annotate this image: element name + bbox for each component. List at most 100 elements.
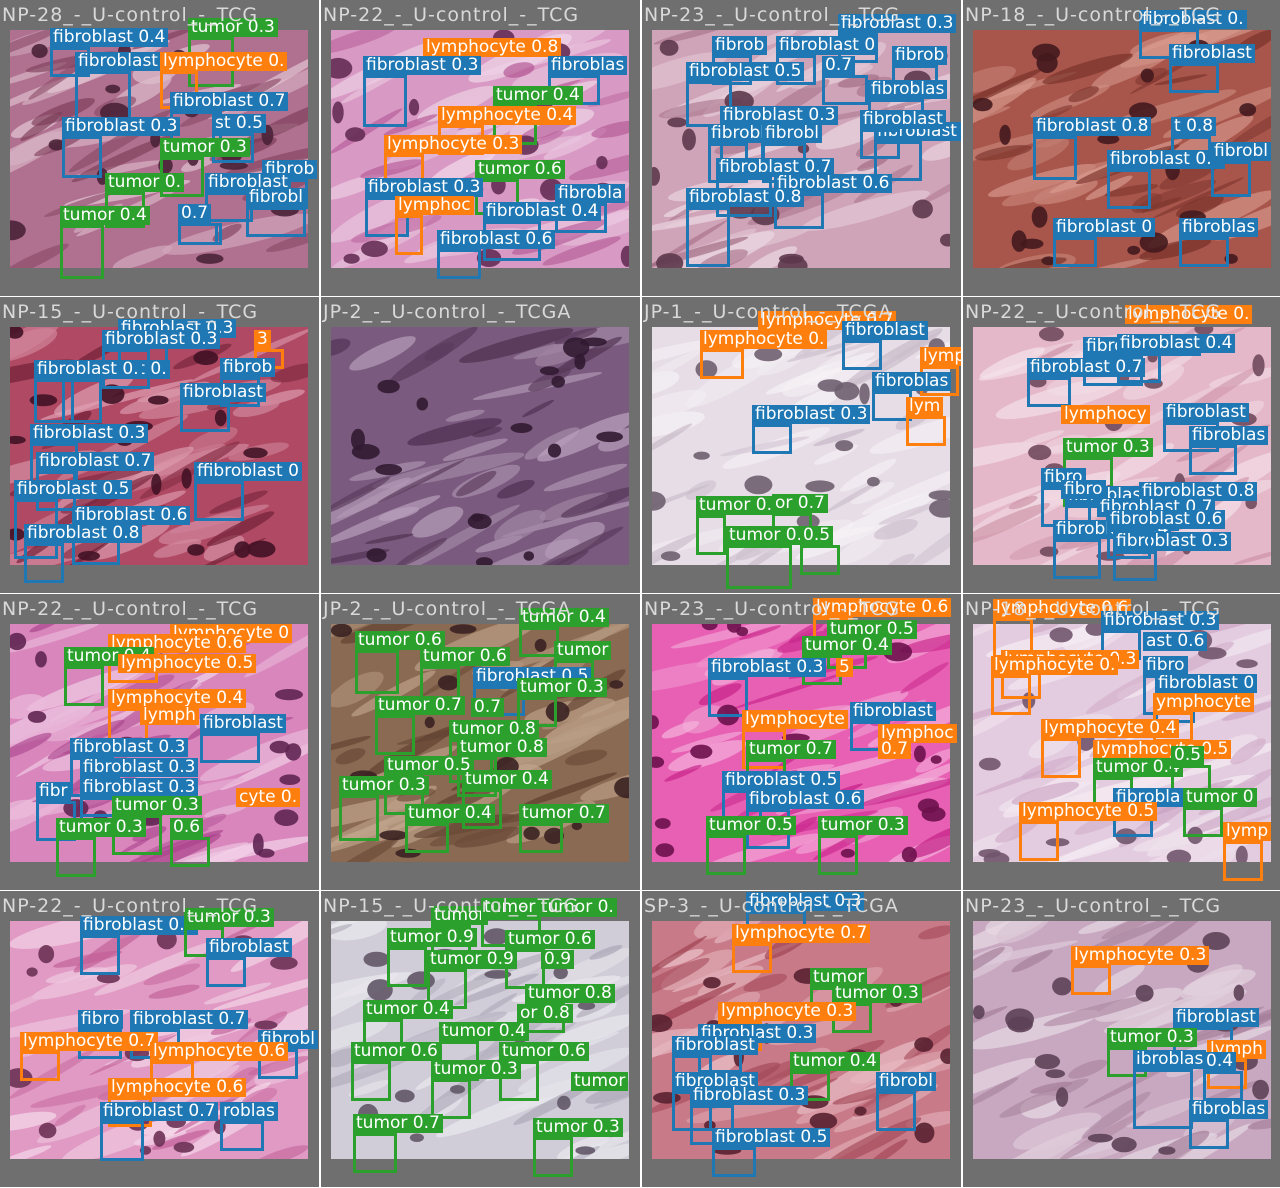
lymphocyte-label: 5 <box>836 658 853 677</box>
tumor-label: tumor tumor 0. <box>481 898 617 917</box>
tumor-label: tumor 0.6 <box>351 1042 441 1061</box>
fibroblast-box <box>712 1147 756 1177</box>
tumor-box <box>519 823 563 853</box>
lymphocyte-label: 0.7 <box>878 740 912 759</box>
result-tile: lymphocyte 0.8 fibroblast 0.3 fibroblas tum… <box>321 0 640 296</box>
fibroblast-box <box>200 733 260 763</box>
tumor-label: tumor 0.9 <box>387 928 477 947</box>
fibroblast-label: fibroblast 0.5 <box>14 480 133 499</box>
lymphocyte-label: lymphocyte 0. <box>160 52 288 71</box>
result-tile: lymphocyte 0.3 fibroblast tumor 0.3 lymph ib… <box>963 891 1280 1187</box>
tile-title: NP-28_-_U-control_-_TCG <box>2 4 259 26</box>
tumor-label: tumor 0.4 <box>1093 758 1183 777</box>
tumor-label: tumor 0.3 <box>517 678 607 697</box>
tile-title: NP-22_-_U-control_-_TCG <box>965 301 1222 323</box>
tumor-label: tumor 0.7 <box>519 804 609 823</box>
fibroblast-label: fibrobl <box>762 124 823 143</box>
lymphocyte-label: lymphoc <box>395 196 474 215</box>
lymphocyte-label: lymphocyte 0.6 <box>108 1078 247 1097</box>
tumor-label: tumor 0.7 <box>375 696 465 715</box>
fibroblast-label: fibroblast 0.7 <box>716 158 835 177</box>
histology-image <box>10 327 308 565</box>
result-tile: fibroblast 0.3 fibrob fibroblast 0 fibrobla… <box>642 0 961 296</box>
lymphocyte-box <box>700 349 744 379</box>
fibroblast-label: fibrob <box>892 46 948 65</box>
fibroblast-label: fibroblast 0.4 <box>1117 334 1236 353</box>
tumor-label: tumor 0. <box>105 173 185 192</box>
tile-title: NP-15_-_U-control_-_TCG <box>2 301 259 323</box>
fibroblast-label: fibroblast 0.5 <box>686 62 805 81</box>
tumor-box <box>339 795 379 841</box>
fibroblast-label: fibrobl <box>246 188 307 207</box>
fibroblast-box <box>822 75 868 105</box>
lymphocyte-label: lymphocyte 0.5 <box>1093 740 1232 759</box>
tumor-label: tumor 0.5 <box>696 496 786 515</box>
tumor-label: tumor 0.6 <box>420 647 510 666</box>
fibroblast-label: fibroblas <box>872 372 952 391</box>
tumor-label: tumor <box>431 906 489 925</box>
lymphocyte-label: lymphocyte 0.7 <box>20 1032 159 1051</box>
lymphocyte-label: 3 <box>254 330 271 349</box>
tumor-label: tumor 0.4 <box>462 770 552 789</box>
detection-layer: lymphocyte 0.3 fibroblast tumor 0.3 lymph ib… <box>963 891 1280 1187</box>
fibroblast-label: fibroblast <box>180 383 266 402</box>
fibroblast-label: fibroblast 0 <box>1053 218 1156 237</box>
lymphocyte-label: lymphoc <box>878 724 957 743</box>
detection-layer: lymphocyte 0.8 fibroblast 0.3 fibroblas tum… <box>321 0 640 296</box>
lymphocyte-label: lymphocyte 0.4 <box>438 106 577 125</box>
tumor-label: tumor 0.5 <box>706 816 796 835</box>
fibroblast-label: fibroblast 0.3 <box>80 758 199 777</box>
tumor-label: tumor 0.7 <box>353 1114 443 1133</box>
fibroblast-label: fibroblast <box>672 1036 758 1055</box>
fibroblast-box <box>180 402 230 432</box>
tumor-label: tumor 0.5 <box>827 620 917 639</box>
tumor-box <box>355 650 399 694</box>
tumor-label: tumor 0.3 <box>726 526 816 545</box>
tumor-label: tumor 0.3 <box>112 796 202 815</box>
fibroblast-label: 0.4 <box>1203 1052 1237 1071</box>
lymphocyte-label: lymphocyte 0.8 <box>423 38 562 57</box>
detection-layer: fibroblast 0.4 tumor 0.3 fibroblast fibro fi… <box>0 891 319 1187</box>
tumor-label: tumor 0.4 <box>790 1052 880 1071</box>
fibroblast-box <box>842 340 882 370</box>
lymphocyte-label: lym <box>906 397 944 416</box>
fibroblast-label: fibroblast 0.5 <box>712 1128 831 1147</box>
result-tile: fibroblast 0.4 tumor 0.3 fibroblast lymphoc… <box>0 0 319 296</box>
fibroblast-label: fibroblast <box>200 714 286 733</box>
histology-image <box>331 327 629 565</box>
tile-title: NP-23_-_U-control_-_TCG <box>644 598 901 620</box>
fibroblast-label: fibroblast 0.6 <box>1107 510 1226 529</box>
tumor-label: tumor 0.9 <box>427 950 517 969</box>
tile-title: NP-23_-_U-control_-_TCG <box>965 895 1222 917</box>
tumor-label: tumor 0.3 <box>339 776 429 795</box>
fibroblast-label: fibroblast 0. <box>1139 10 1247 29</box>
detection-layer: fibroblast 0. fibroblast fibroblast 0.8 t 0… <box>963 0 1280 296</box>
detection-layer: fibroblast 0.3 fibrob fibroblast 0 fibrobla… <box>642 0 961 296</box>
fibroblast-label: fibroblast 0.3 <box>1113 532 1232 551</box>
fibroblast-box <box>1113 551 1157 581</box>
fibroblast-box <box>1133 1069 1193 1129</box>
tumor-label: tumor 0.6 <box>355 631 445 650</box>
fibroblast-label: fibroblast 0.6 <box>72 506 191 525</box>
fibroblast-label: fibroblast 0.3 <box>30 424 149 443</box>
fibroblast-label: ast 0.6 <box>1143 632 1208 651</box>
fibroblast-label: fibroblast 0 <box>776 36 879 55</box>
tumor-label: tumor 0.4 <box>519 608 609 627</box>
fibroblast-label: fibroblast 0.8 <box>1139 482 1258 501</box>
tile-title: JP-1_-_U-control_-_TCGA <box>644 301 893 323</box>
lymphocyte-label: cyte 0. <box>236 788 301 807</box>
tumor-label: tumor 0.3 <box>1063 438 1153 457</box>
fibroblast-box <box>686 207 730 267</box>
tumor-box <box>60 225 104 279</box>
lymphocyte-label: ymphocyte <box>1153 693 1255 712</box>
fibroblast-label: fibro <box>1143 656 1188 675</box>
fibroblast-label: fibroblast 0.3 <box>1101 611 1220 630</box>
tumor-label: tumor 0.3 <box>818 816 908 835</box>
fibroblast-box <box>1053 539 1101 579</box>
tile-title: NP-22_-_U-control_-_TCG <box>2 598 259 620</box>
